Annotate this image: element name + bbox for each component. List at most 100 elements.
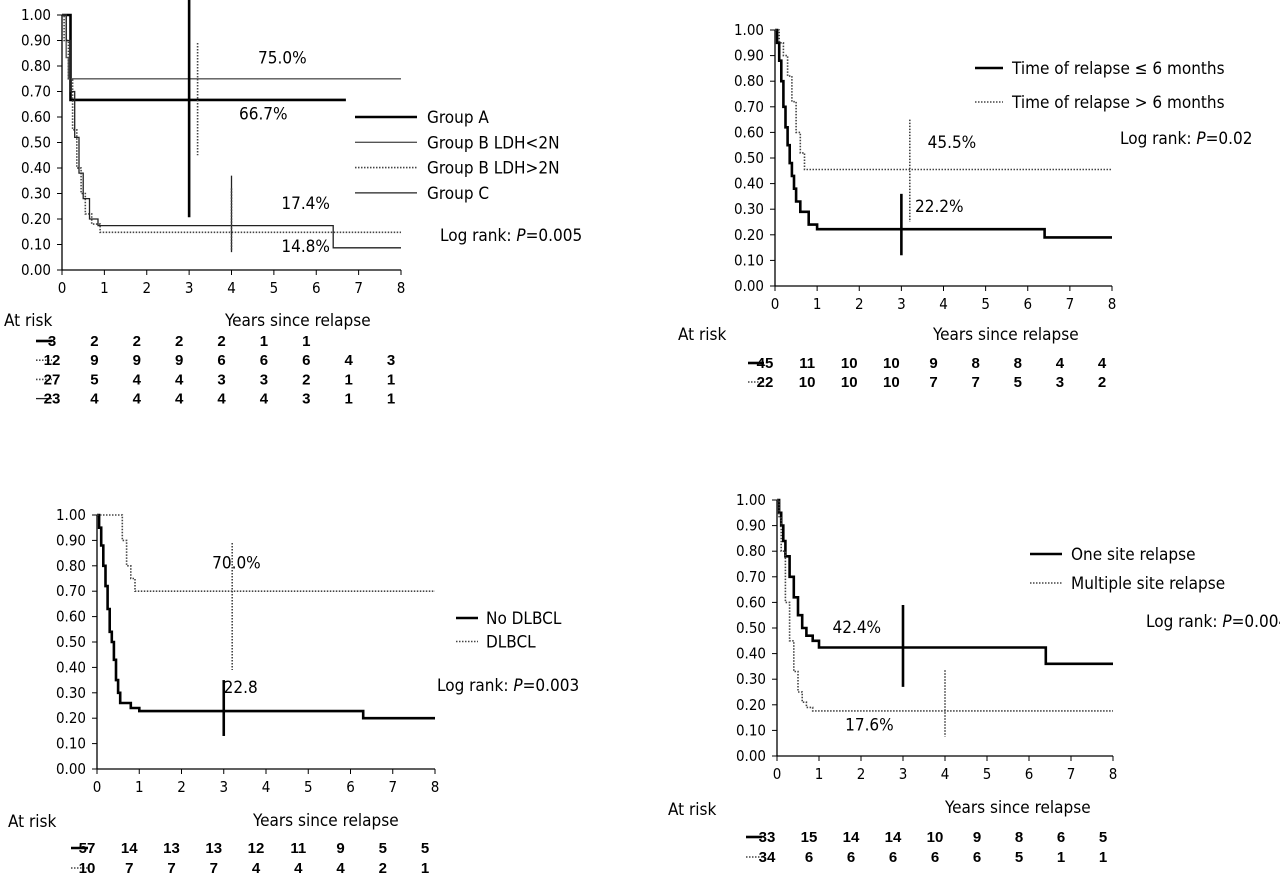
y-tick-label: 0.60: [734, 123, 764, 141]
x-tick-label: 0: [771, 295, 780, 313]
x-tick-label: 2: [855, 295, 864, 313]
at-risk-count: 6: [302, 352, 310, 369]
at-risk-count: 1: [387, 391, 395, 408]
y-tick-label: 0.70: [21, 83, 51, 101]
at-risk-count: 7: [929, 374, 937, 391]
km-curve-series-1: [775, 28, 1112, 239]
y-tick-label: 0.00: [736, 747, 766, 765]
at-risk-count: 4: [336, 860, 345, 877]
at-risk-count: 6: [805, 849, 813, 866]
y-tick-label: 0.60: [736, 593, 766, 611]
at-risk-count: 4: [90, 391, 99, 408]
x-tick-label: 8: [397, 279, 406, 297]
at-risk-count: 22: [757, 374, 774, 391]
y-tick-label: 1.00: [734, 21, 764, 39]
at-risk-count: 3: [387, 352, 395, 369]
km-curve-series-1: [777, 498, 1113, 666]
at-risk-count: 4: [260, 391, 269, 408]
at-risk-count: 2: [217, 333, 225, 350]
x-tick-label: 8: [1108, 295, 1117, 313]
km-curve-series-2: [97, 514, 435, 593]
at-risk-count: 4: [133, 371, 142, 388]
at-risk-count: 9: [929, 355, 937, 372]
legend-label: Time of relapse > 6 months: [1011, 93, 1225, 113]
at-risk-count: 12: [248, 840, 265, 857]
x-tick-label: 8: [431, 778, 440, 796]
y-tick-label: 0.10: [736, 721, 766, 739]
x-tick-label: 5: [983, 765, 992, 783]
y-tick-label: 1.00: [56, 506, 86, 524]
at-risk-count: 45: [757, 355, 774, 372]
x-tick-label: 3: [899, 765, 908, 783]
survival-percent-label: 22.8: [224, 678, 258, 698]
at-risk-header: At risk: [668, 800, 717, 820]
legend-label: Group C: [427, 184, 489, 204]
at-risk-count: 23: [44, 391, 61, 408]
at-risk-count: 6: [217, 352, 225, 369]
x-tick-label: 3: [219, 778, 228, 796]
x-tick-label: 7: [1067, 765, 1076, 783]
at-risk-count: 5: [421, 840, 429, 857]
y-tick-label: 0.70: [736, 568, 766, 586]
at-risk-count: 7: [167, 860, 175, 877]
at-risk-count: 11: [799, 355, 815, 372]
at-risk-count: 7: [210, 860, 218, 877]
survival-percent-label: 70.0%: [212, 553, 261, 573]
legend-label: Group B LDH<2N: [427, 133, 560, 153]
legend-label: Group A: [427, 108, 489, 128]
y-tick-label: 0.20: [21, 210, 51, 228]
at-risk-count: 4: [294, 860, 303, 877]
x-tick-label: 7: [388, 778, 397, 796]
y-tick-label: 0.80: [734, 72, 764, 90]
at-risk-count: 3: [1056, 374, 1064, 391]
km-curve-series-2: [777, 499, 1113, 712]
x-tick-label: 6: [1025, 765, 1034, 783]
at-risk-count: 6: [931, 849, 939, 866]
survival-percent-label: 42.4%: [833, 618, 882, 638]
y-tick-label: 0.90: [736, 517, 766, 535]
x-tick-label: 2: [177, 778, 186, 796]
at-risk-count: 9: [175, 352, 183, 369]
logrank-text: Log rank: P=0.004: [1146, 612, 1280, 632]
at-risk-header: At risk: [678, 325, 727, 345]
at-risk-count: 6: [847, 849, 855, 866]
y-tick-label: 0.10: [734, 251, 764, 269]
at-risk-header: At risk: [4, 311, 53, 331]
y-tick-label: 0.40: [21, 159, 51, 177]
y-tick-label: 0.60: [56, 608, 86, 626]
survival-percent-label: 75.0%: [258, 48, 307, 68]
x-tick-label: 6: [1023, 295, 1032, 313]
y-tick-label: 1.00: [21, 6, 51, 24]
x-axis-title: Years since relapse: [944, 798, 1091, 818]
y-tick-label: 0.00: [56, 760, 86, 778]
x-tick-label: 5: [270, 279, 279, 297]
x-tick-label: 0: [93, 778, 102, 796]
at-risk-count: 2: [379, 860, 387, 877]
legend-label: Group B LDH>2N: [427, 159, 560, 179]
y-tick-label: 0.40: [734, 175, 764, 193]
at-risk-count: 4: [344, 352, 353, 369]
at-risk-count: 4: [252, 860, 261, 877]
y-tick-label: 0.80: [736, 542, 766, 560]
x-tick-label: 8: [1109, 765, 1118, 783]
at-risk-count: 5: [1014, 374, 1022, 391]
at-risk-count: 10: [79, 860, 96, 877]
at-risk-count: 9: [90, 352, 98, 369]
at-risk-count: 10: [799, 374, 816, 391]
survival-percent-label: 45.5%: [928, 133, 977, 153]
at-risk-count: 3: [260, 371, 268, 388]
at-risk-count: 1: [1099, 849, 1107, 866]
at-risk-count: 3: [48, 333, 56, 350]
y-tick-label: 0.30: [734, 200, 764, 218]
at-risk-count: 10: [883, 355, 900, 372]
x-tick-label: 5: [304, 778, 313, 796]
at-risk-count: 4: [133, 391, 142, 408]
at-risk-count: 1: [260, 333, 268, 350]
legend-label: DLBCL: [486, 633, 536, 653]
at-risk-count: 9: [133, 352, 141, 369]
at-risk-count: 7: [971, 374, 979, 391]
x-tick-label: 1: [815, 765, 824, 783]
at-risk-count: 3: [217, 371, 225, 388]
y-tick-label: 0.20: [734, 226, 764, 244]
y-tick-label: 0.20: [736, 696, 766, 714]
